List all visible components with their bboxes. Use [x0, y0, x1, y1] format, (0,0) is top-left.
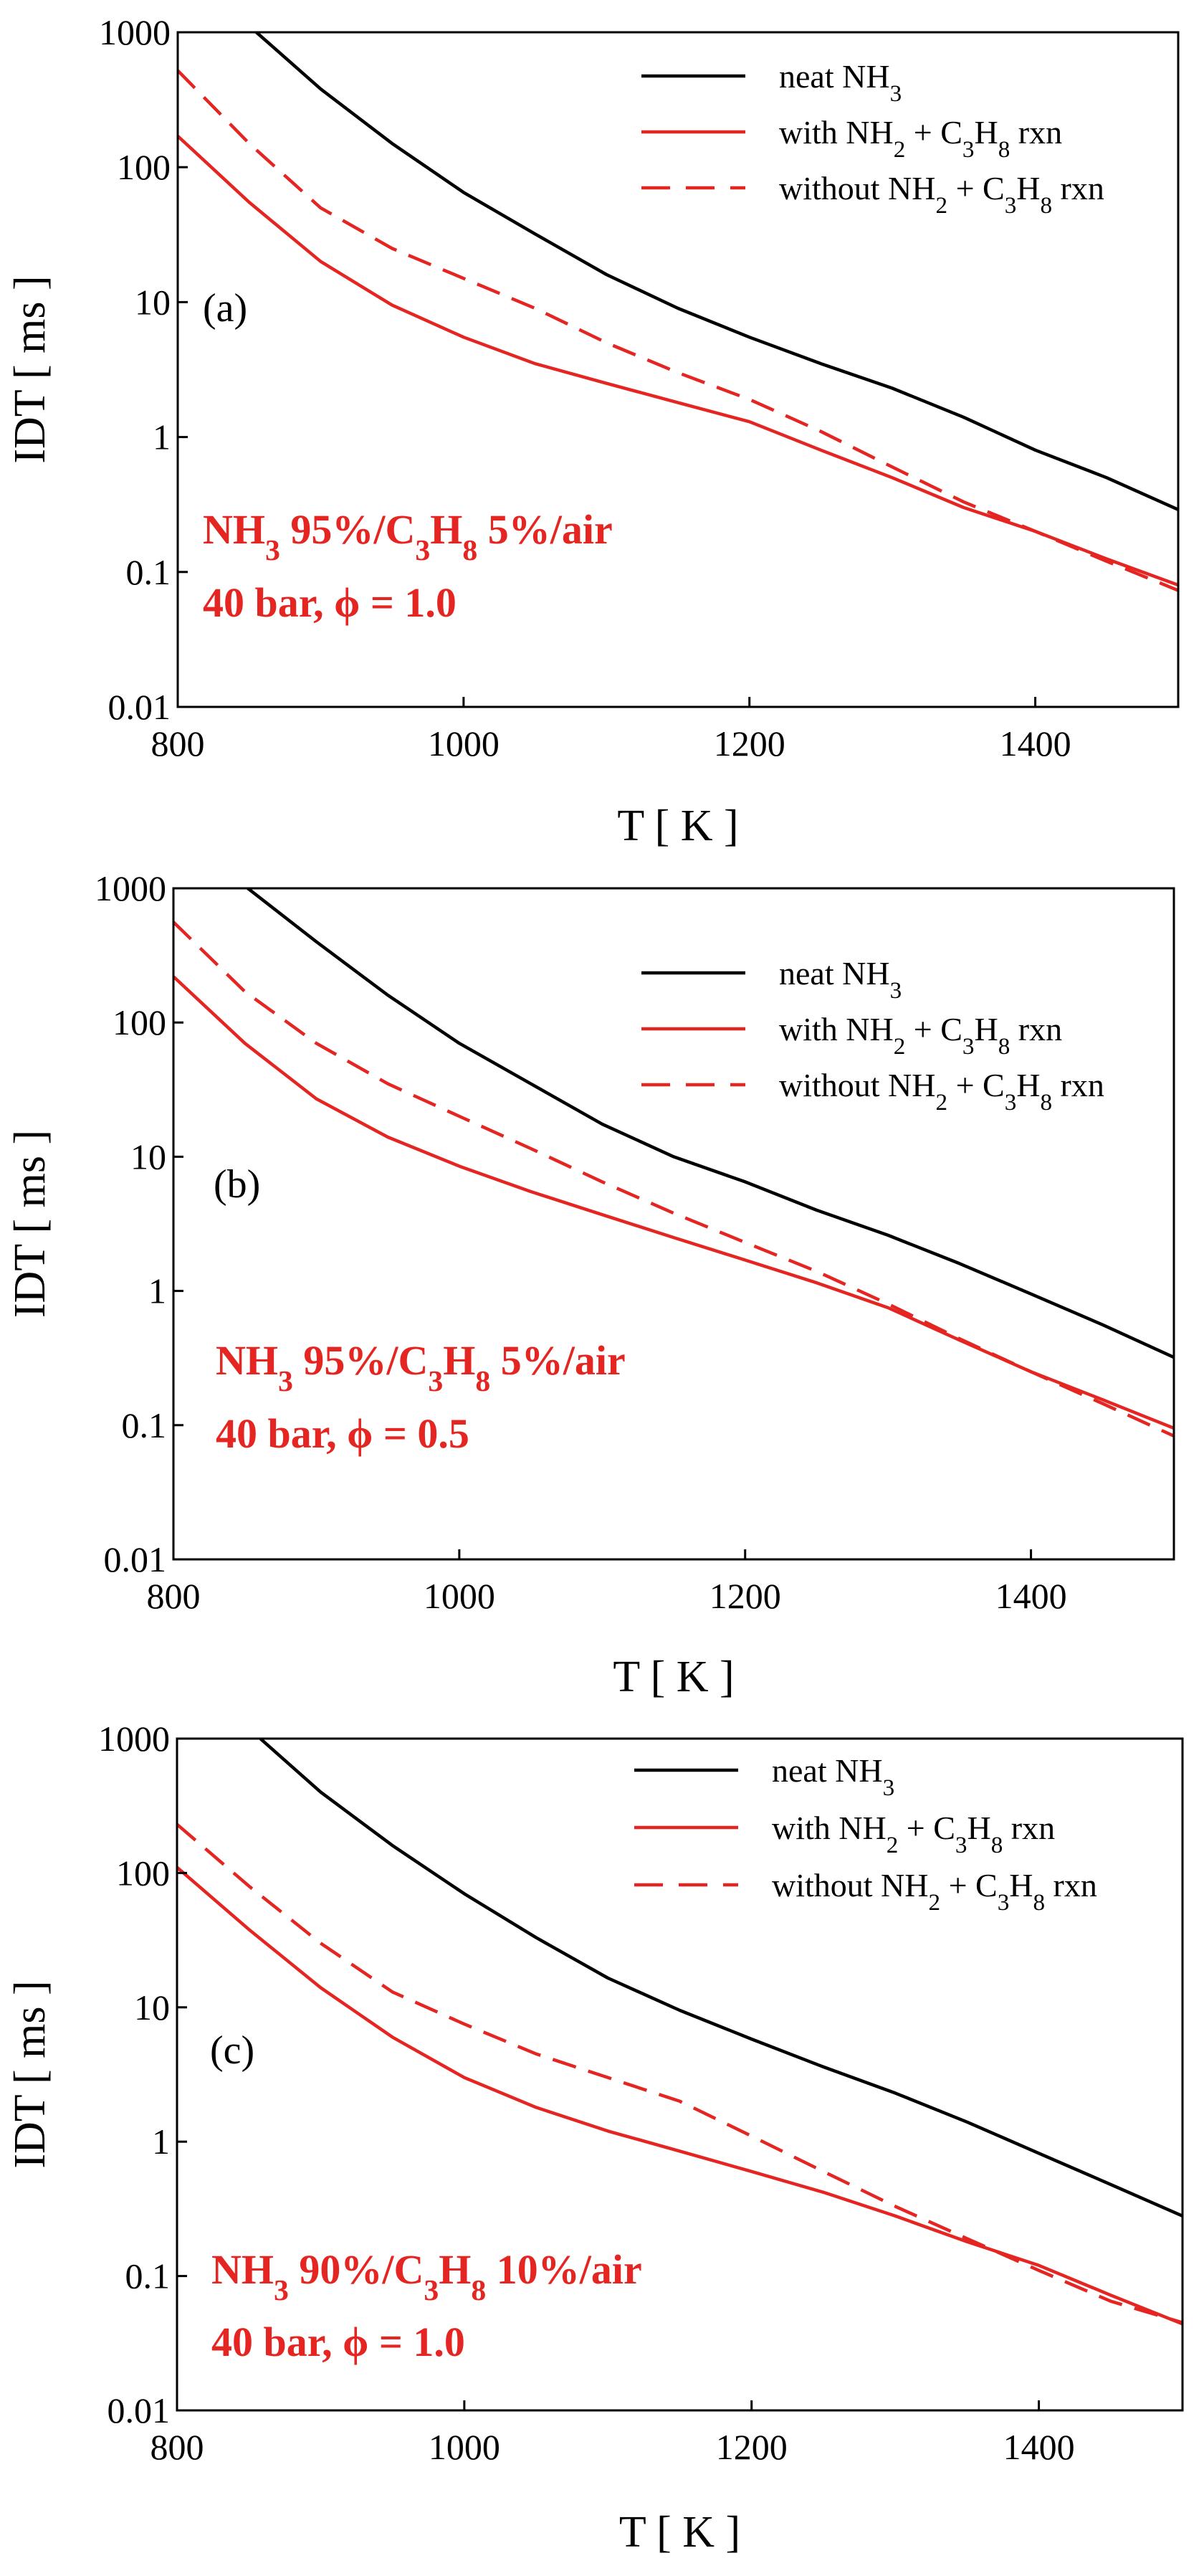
series-group	[177, 1739, 1182, 2326]
chart-panel-a: 800 1000 1200 1400 0.01 0.1 1 10 100 1000 T [ K ] I…	[6, 12, 1180, 850]
y-tick-label: 1	[148, 1271, 166, 1311]
x-tick-label: 800	[150, 2427, 204, 2467]
mixture-annotation: NH3 90%/C3H8 10%/air	[211, 2246, 642, 2307]
x-tick-label: 1000	[428, 723, 500, 764]
panel-label: (c)	[210, 2028, 254, 2073]
condition-annotation: 40 bar, ϕ = 0.5	[216, 1410, 469, 1457]
x-axis-title: T [ K ]	[617, 802, 738, 850]
y-tick-label: 10	[130, 1136, 166, 1177]
legend: neat NH3 with NH2 + C3H8 rxn without NH2 +…	[634, 1752, 1097, 1916]
legend-entry-label: with NH2 + C3H8 rxn	[779, 1011, 1062, 1060]
series-line-neat-nh3	[259, 1739, 1182, 2218]
x-tick-label: 1200	[710, 1576, 781, 1616]
series-group	[178, 32, 1178, 592]
series-line-without-rxn	[177, 1822, 1182, 2324]
y-axis-title: IDT [ ms ]	[6, 1130, 54, 1318]
x-tick-label: 1200	[716, 2427, 788, 2467]
x-axis-title: T [ K ]	[619, 2508, 740, 2557]
legend-entry-label: without NH2 + C3H8 rxn	[772, 1867, 1097, 1916]
y-tick-label: 1	[153, 417, 171, 457]
series-line-neat-nh3	[255, 32, 1178, 511]
panel-label: (a)	[203, 286, 247, 331]
y-tick-label: 10	[135, 282, 171, 322]
legend: neat NH3 with NH2 + C3H8 rxn without NH2 +…	[641, 58, 1104, 219]
x-tick-label: 1200	[714, 723, 785, 764]
series-line-with-rxn	[177, 1866, 1182, 2326]
legend-entry-label: neat NH3	[779, 955, 902, 1004]
x-axis-title: T [ K ]	[613, 1653, 734, 1701]
x-tick-label: 800	[147, 1576, 201, 1616]
legend-entry-label: with NH2 + C3H8 rxn	[779, 114, 1062, 163]
y-tick-label: 1	[152, 2121, 170, 2162]
y-axis-title: IDT [ ms ]	[6, 275, 54, 463]
series-group	[173, 888, 1174, 1437]
y-tick-label: 100	[117, 147, 171, 187]
y-tick-label: 0.01	[108, 2390, 171, 2430]
panel-label: (b)	[214, 1162, 260, 1207]
x-tick-label: 1400	[995, 1576, 1067, 1616]
condition-annotation: 40 bar, ϕ = 1.0	[203, 579, 457, 626]
y-tick-label: 0.01	[108, 687, 171, 727]
legend-entry-label: neat NH3	[779, 58, 902, 107]
mixture-annotation: NH3 95%/C3H8 5%/air	[216, 1337, 626, 1398]
chart-panel-b: 800 1000 1200 1400 0.01 0.1 1 10 100 1000 T [ K ] I…	[6, 868, 1175, 1701]
legend-entry-label: without NH2 + C3H8 rxn	[779, 170, 1104, 219]
plot-frame	[176, 1737, 1184, 2412]
y-tick-label: 100	[113, 1002, 166, 1042]
series-line-without-rxn	[173, 921, 1174, 1437]
legend-entry-label: neat NH3	[772, 1752, 894, 1801]
y-tick-label: 1000	[98, 1719, 170, 1759]
mixture-annotation: NH3 95%/C3H8 5%/air	[203, 506, 613, 567]
x-tick-label: 800	[151, 723, 205, 764]
y-tick-label: 10	[134, 1987, 170, 2028]
plot-frame	[172, 887, 1175, 1561]
x-tick-label: 1400	[1003, 2427, 1075, 2467]
y-tick-label: 0.1	[126, 552, 171, 592]
series-line-without-rxn	[178, 69, 1178, 592]
y-tick-label: 0.01	[104, 1539, 167, 1579]
y-tick-label: 0.1	[122, 1405, 167, 1445]
x-tick-label: 1000	[424, 1576, 495, 1616]
y-axis-title: IDT [ ms ]	[6, 1980, 54, 2168]
x-tick-label: 1400	[1000, 723, 1071, 764]
y-tick-label: 1000	[99, 12, 171, 52]
series-line-neat-nh3	[247, 888, 1174, 1359]
series-line-with-rxn	[178, 135, 1178, 587]
y-tick-label: 0.1	[125, 2256, 171, 2296]
plot-frame	[176, 31, 1180, 708]
legend-entry-label: with NH2 + C3H8 rxn	[772, 1810, 1055, 1858]
legend: neat NH3 with NH2 + C3H8 rxn without NH2 +…	[641, 955, 1104, 1116]
y-tick-label: 100	[116, 1853, 170, 1893]
x-tick-label: 1000	[429, 2427, 500, 2467]
y-tick-label: 1000	[95, 868, 166, 908]
condition-annotation: 40 bar, ϕ = 1.0	[211, 2319, 465, 2365]
chart-panel-c: 800 1000 1200 1400 0.01 0.1 1 10 100 1000 T [ K ] I…	[6, 1719, 1184, 2557]
legend-entry-label: without NH2 + C3H8 rxn	[779, 1067, 1104, 1116]
